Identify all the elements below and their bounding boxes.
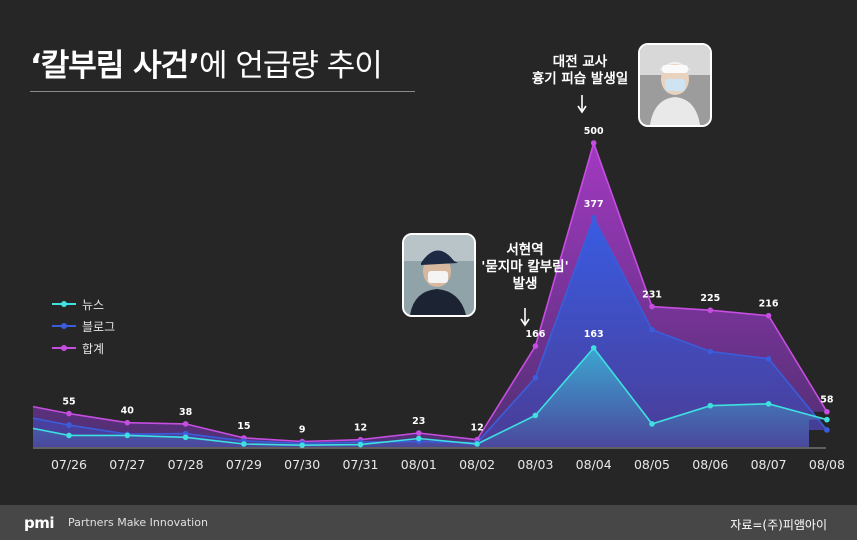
- area-blog: [33, 217, 827, 447]
- point-blog-08/07: [765, 356, 772, 362]
- area-news: [33, 347, 827, 447]
- legend-item-total: 합계: [52, 337, 115, 359]
- daejeon-suspect-photo: [638, 43, 712, 127]
- point-total-08/07: [765, 312, 772, 319]
- data-label-total-08/05: 231: [642, 290, 662, 301]
- mention-trend-chart: 55 40 38 15 9 12 23 12 166 500 231 225 216 58 163 377 0…: [32, 126, 845, 472]
- x-tick-label-07/28: 07/28: [168, 457, 204, 472]
- x-tick-label-08/07: 08/07: [751, 457, 787, 472]
- data-label-total-07/26: 55: [62, 397, 75, 408]
- legend-item-news: 뉴스: [52, 293, 115, 315]
- pmi-logo: pmi: [24, 514, 55, 532]
- legend-swatch-blog: [52, 320, 76, 332]
- point-blog-07/26: [66, 422, 72, 428]
- legend-label-news: 뉴스: [82, 297, 105, 312]
- logo-tagline: Partners Make Innovation: [68, 516, 208, 529]
- annotation-daejeon-line-2: 흉기 피습 발생일: [531, 71, 629, 87]
- legend-label-blog: 블로그: [82, 319, 116, 334]
- point-total-08/05: [649, 303, 655, 310]
- data-label-total-08/04: 500: [584, 126, 604, 137]
- data-label-total-07/31: 12: [354, 423, 367, 434]
- point-blog-08/03: [532, 374, 539, 381]
- x-tick-label-07/29: 07/29: [226, 457, 262, 472]
- legend-swatch-news: [52, 298, 76, 310]
- data-label-total-07/28: 38: [179, 407, 193, 418]
- title-divider: [30, 91, 415, 92]
- point-total-08/03: [532, 343, 539, 349]
- point-blog-08/04: [590, 214, 597, 221]
- annotation-daejeon-line-1: 대전 교사: [552, 54, 608, 70]
- x-tick-label-08/03: 08/03: [517, 457, 553, 472]
- data-label-total-08/02: 12: [470, 423, 483, 434]
- data-source: 자료=(주)피앰아이: [730, 518, 827, 532]
- point-total-08/08: [824, 408, 830, 415]
- point-total-07/28: [182, 421, 189, 427]
- point-news-08/03: [532, 412, 539, 419]
- title-bold: 칼부림 사건: [40, 48, 189, 84]
- footer-bar: pmi Partners Make Innovation 자료=(주)피앰아이: [0, 505, 857, 540]
- data-label-total-08/08: 58: [820, 395, 834, 406]
- page-title: ‘칼부림 사건’에 언급량 추이: [30, 40, 383, 85]
- chart-legend: 뉴스 블로그 합계: [52, 293, 115, 359]
- annotation-seohyeon-line-1: 서현역: [506, 242, 544, 258]
- annotation-seohyeon-line-2: '묻지마 칼부림': [481, 259, 569, 275]
- seohyeon-suspect-photo: [402, 233, 476, 317]
- data-label-total-08/07: 216: [759, 299, 779, 310]
- x-tick-label-07/31: 07/31: [342, 457, 378, 472]
- point-blog-08/05: [649, 326, 655, 333]
- point-news-08/07: [765, 401, 772, 407]
- point-blog-08/08: [824, 427, 830, 433]
- data-label-news-08/04: 163: [584, 329, 604, 340]
- x-tick-label-08/05: 08/05: [634, 457, 670, 472]
- data-label-total-08/06: 225: [700, 293, 720, 304]
- x-tick-label-08/02: 08/02: [459, 457, 495, 472]
- title-quote-close: ’: [188, 48, 200, 84]
- data-label-total-08/03: 166: [525, 329, 545, 340]
- point-news-08/08: [824, 416, 830, 423]
- annotation-seohyeon-line-3: 발생: [512, 276, 538, 292]
- down-arrow-icon: [520, 308, 530, 327]
- point-news-07/29: [241, 441, 247, 447]
- point-news-08/05: [649, 421, 655, 427]
- x-tick-label-08/01: 08/01: [401, 457, 437, 472]
- point-blog-08/06: [707, 348, 714, 355]
- point-news-07/28: [182, 434, 189, 441]
- title-quote-open: ‘: [30, 48, 42, 84]
- data-label-total-07/27: 40: [121, 406, 135, 417]
- title-rest: 에 언급량 추이: [198, 48, 383, 84]
- x-tick-label-07/26: 07/26: [51, 457, 87, 472]
- x-tick-label-07/27: 07/27: [109, 457, 145, 472]
- point-news-08/06: [707, 402, 714, 409]
- annotation-daejeon: 대전 교사 흉기 피습 발생일: [530, 54, 630, 88]
- data-label-total-07/29: 15: [237, 421, 250, 432]
- point-news-07/31: [357, 441, 364, 448]
- down-arrow-icon: [577, 95, 587, 114]
- point-news-07/30: [299, 442, 306, 448]
- point-total-07/27: [124, 419, 131, 426]
- point-total-08/06: [707, 307, 714, 314]
- point-news-08/01: [416, 435, 422, 442]
- person-photo-icon: [640, 45, 710, 125]
- annotation-seohyeon: 서현역 '묻지마 칼부림' 발생: [470, 242, 580, 293]
- x-tick-label-08/04: 08/04: [576, 457, 612, 472]
- legend-item-blog: 블로그: [52, 315, 115, 337]
- point-news-07/26: [66, 432, 72, 439]
- x-tick-label-07/30: 07/30: [284, 457, 320, 472]
- point-total-08/04: [590, 140, 597, 146]
- legend-label-total: 합계: [82, 341, 105, 356]
- x-tick-label-08/06: 08/06: [692, 457, 728, 472]
- data-label-blog-08/04: 377: [584, 199, 604, 210]
- point-news-08/04: [590, 345, 597, 351]
- data-label-total-07/30: 9: [299, 425, 306, 436]
- point-total-07/26: [66, 410, 72, 417]
- point-total-08/01: [416, 430, 422, 436]
- person-photo-icon: [404, 235, 474, 315]
- legend-swatch-total: [52, 342, 76, 354]
- data-label-total-08/01: 23: [412, 416, 425, 427]
- point-news-08/02: [474, 441, 480, 447]
- x-tick-label-08/08: 08/08: [809, 457, 845, 472]
- point-news-07/27: [124, 432, 131, 439]
